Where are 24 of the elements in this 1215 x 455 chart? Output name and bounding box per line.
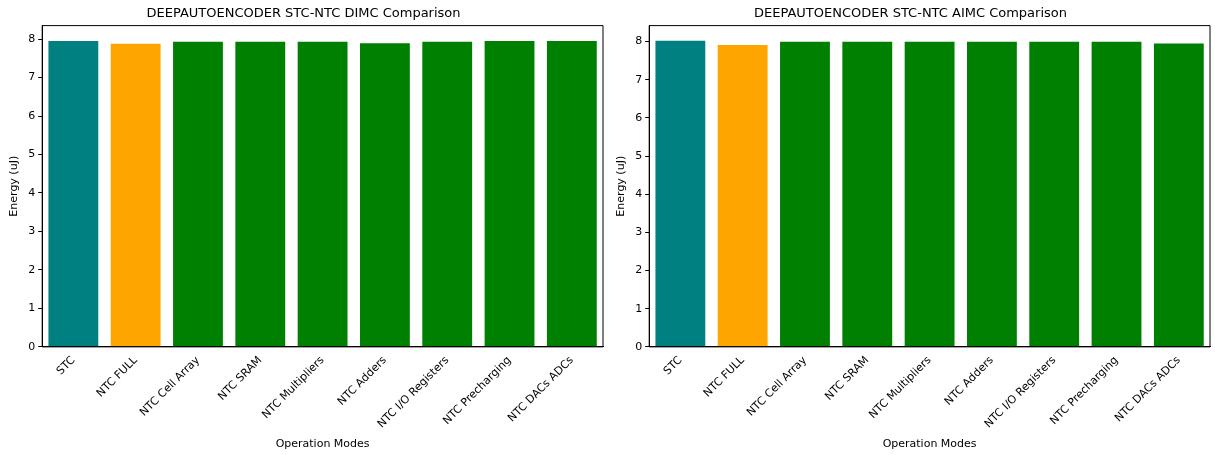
y-tick-label: 3: [635, 225, 643, 239]
y-tick-label: 4: [28, 185, 36, 199]
y-tick-label: 1: [635, 301, 643, 315]
x-axis-title: Operation Modes: [275, 437, 370, 451]
y-tick-label: 2: [28, 262, 36, 276]
y-tick-label: 0: [635, 339, 643, 353]
y-tick-label: 1: [28, 301, 36, 315]
y-tick-label: 0: [28, 339, 36, 353]
y-tick-label: 7: [635, 72, 643, 86]
y-tick-label: 7: [28, 70, 36, 84]
y-tick-label: 6: [28, 108, 36, 122]
y-tick-label: 2: [635, 263, 643, 277]
y-axis-title: Energy (uJ): [614, 155, 628, 217]
y-tick-label: 4: [635, 187, 643, 201]
y-tick-label: 8: [28, 31, 36, 45]
x-axis-title: Operation Modes: [882, 437, 977, 451]
y-tick-label: 6: [635, 110, 643, 124]
y-axis-title: Energy (uJ): [7, 155, 21, 217]
chart-title: DEEPAUTOENCODER STC-NTC DIMC Comparison: [146, 5, 461, 21]
y-tick-label: 8: [635, 34, 643, 48]
chart-title: DEEPAUTOENCODER STC-NTC AIMC Comparison: [754, 5, 1067, 21]
y-tick-label: 5: [635, 148, 643, 162]
y-tick-label: 5: [28, 147, 36, 161]
y-tick-label: 3: [28, 224, 36, 238]
